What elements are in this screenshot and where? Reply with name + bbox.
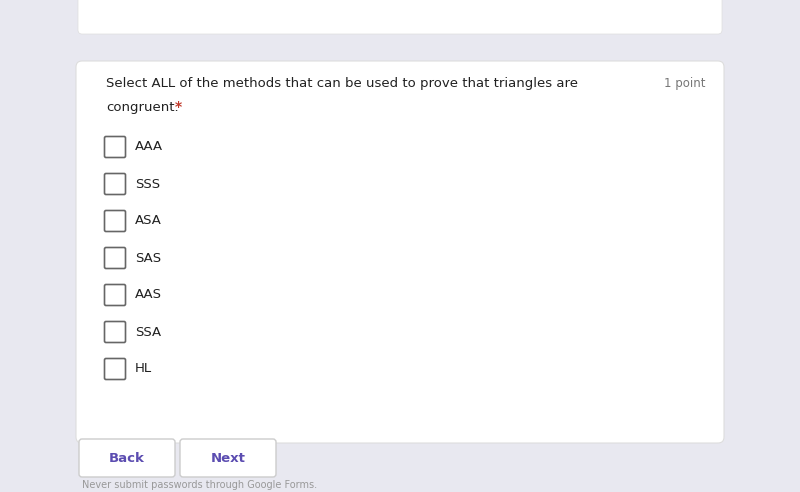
FancyBboxPatch shape: [105, 284, 126, 306]
Text: 1 point: 1 point: [665, 78, 706, 91]
Text: Never submit passwords through Google Forms.: Never submit passwords through Google Fo…: [82, 480, 317, 490]
FancyBboxPatch shape: [105, 247, 126, 269]
Text: Select ALL of the methods that can be used to prove that triangles are: Select ALL of the methods that can be us…: [106, 78, 578, 91]
Text: congruent.: congruent.: [106, 100, 178, 114]
Text: SAS: SAS: [135, 251, 161, 265]
Text: ASA: ASA: [135, 215, 162, 227]
FancyBboxPatch shape: [105, 321, 126, 342]
FancyBboxPatch shape: [76, 61, 724, 443]
FancyBboxPatch shape: [105, 136, 126, 157]
FancyBboxPatch shape: [78, 0, 722, 34]
Text: *: *: [175, 100, 182, 114]
FancyBboxPatch shape: [180, 439, 276, 477]
FancyBboxPatch shape: [79, 439, 175, 477]
Text: HL: HL: [135, 363, 152, 375]
Text: AAA: AAA: [135, 141, 163, 154]
Text: SSA: SSA: [135, 326, 161, 338]
FancyBboxPatch shape: [105, 211, 126, 232]
Text: SSS: SSS: [135, 178, 160, 190]
Text: Back: Back: [109, 452, 145, 464]
Text: Next: Next: [210, 452, 246, 464]
FancyBboxPatch shape: [105, 359, 126, 379]
Text: AAS: AAS: [135, 288, 162, 302]
FancyBboxPatch shape: [105, 174, 126, 194]
